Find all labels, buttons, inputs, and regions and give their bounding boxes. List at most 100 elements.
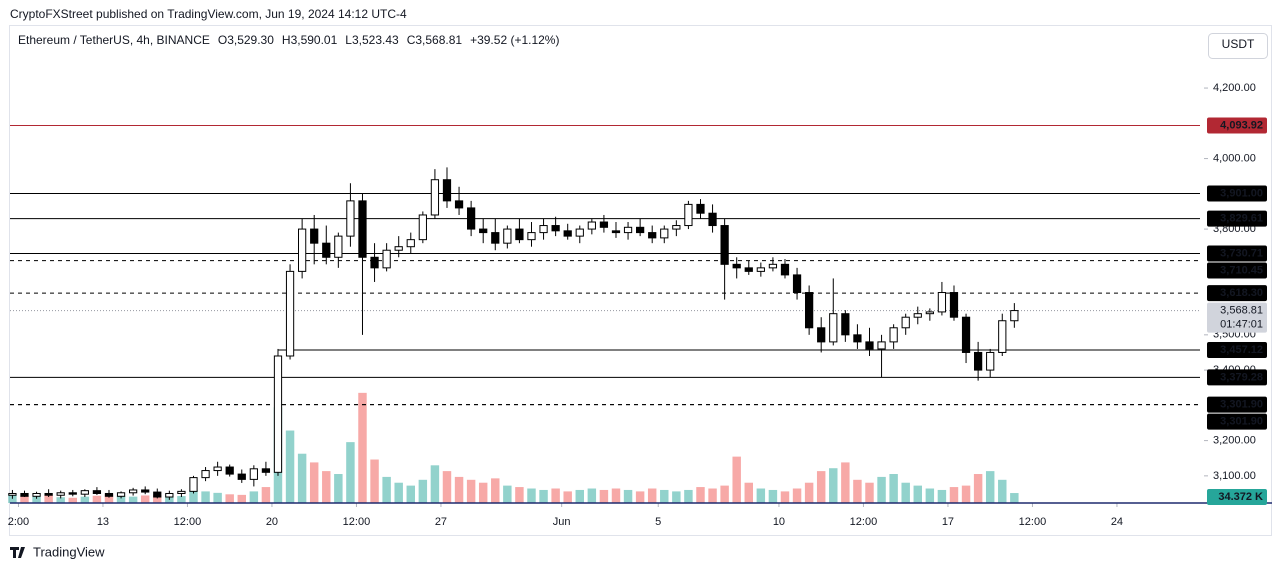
candle-body	[249, 468, 258, 480]
y-tick-label: 4,000.00	[1213, 152, 1256, 164]
candle-body	[225, 466, 234, 475]
volume-bar	[92, 495, 102, 503]
candle-body	[527, 232, 536, 241]
candle-body	[901, 316, 910, 329]
y-tick-label: 4,200.00	[1213, 82, 1256, 94]
candle-body	[865, 341, 874, 350]
level-label: 3,618.30	[1207, 285, 1267, 302]
candle-body	[322, 242, 331, 258]
candle-body	[539, 225, 548, 234]
candle-body	[454, 200, 464, 209]
candle-body	[394, 246, 403, 251]
candle-body	[623, 226, 633, 234]
ohlc-value: O3,529.30	[218, 33, 274, 47]
candle-body	[744, 267, 753, 272]
candle-body	[213, 466, 222, 472]
volume-bar	[442, 471, 452, 503]
volume-bar	[865, 482, 874, 503]
candle-body	[418, 214, 427, 241]
candle-body	[491, 232, 500, 244]
level-label-text: 3,301.90	[1220, 416, 1263, 428]
volume-bar	[901, 482, 910, 503]
x-tick-label: 24	[1111, 516, 1123, 528]
candle-body	[587, 221, 596, 230]
volume-bar	[249, 491, 259, 503]
volume-bar	[756, 488, 766, 503]
candle-body	[153, 491, 162, 498]
candle-body	[177, 490, 186, 494]
ohlc-value: H3,590.01	[282, 33, 338, 47]
y-tick-label: 3,200.00	[1213, 435, 1256, 447]
x-tick-label: 12:00	[850, 516, 878, 528]
candles	[8, 167, 1019, 500]
level-label: 3,710.45	[1207, 262, 1267, 279]
volume-bar	[454, 476, 464, 503]
volume-bar	[406, 485, 415, 503]
volume-bar	[1010, 493, 1019, 503]
volume-bar	[853, 479, 862, 503]
candle-body	[358, 200, 367, 258]
candle-body	[261, 468, 271, 473]
volume-bar	[358, 392, 367, 503]
candle-body	[877, 341, 886, 350]
candle-body	[841, 313, 850, 336]
y-tick-label: 3,100.00	[1213, 470, 1256, 482]
candle-body	[442, 179, 452, 202]
volume-bar	[720, 485, 729, 503]
candle-body	[768, 263, 778, 269]
candle-body	[430, 179, 440, 216]
candle-body	[817, 327, 826, 343]
candle-body	[503, 228, 512, 244]
symbol-legend: Ethereum / TetherUS, 4h, BINANCE O3,529.3…	[18, 33, 559, 47]
candle-body	[92, 490, 102, 494]
candle-body	[56, 492, 65, 496]
volume-bar	[563, 491, 572, 503]
volume-bar	[623, 489, 633, 503]
level-label: 3,901.00	[1207, 185, 1267, 202]
volume-bar	[684, 489, 693, 503]
volume-bar	[68, 497, 77, 503]
volume-bar	[599, 489, 609, 503]
levels	[10, 124, 1200, 406]
candle-body	[467, 207, 476, 230]
candle-body	[8, 492, 17, 496]
volume-bar	[672, 491, 681, 503]
countdown-text: 01:47:01	[1220, 318, 1263, 330]
candle-body	[961, 316, 971, 353]
volume-bar	[104, 494, 114, 503]
volume-bar	[225, 494, 234, 503]
footer: TradingView	[10, 544, 105, 559]
volume-bar	[744, 482, 753, 503]
volume-bar	[201, 491, 210, 503]
level-label-text: 3,829.61	[1220, 213, 1263, 225]
candle-body	[189, 477, 198, 492]
last-price-text: 3,568.81	[1220, 304, 1263, 316]
candle-body	[756, 267, 765, 272]
candle-body	[515, 228, 524, 241]
ohlc-value: L3,523.43	[345, 33, 399, 47]
currency-label[interactable]: USDT	[1222, 37, 1255, 51]
candle-body	[406, 239, 415, 248]
candle-body	[708, 212, 717, 227]
volume-bar	[889, 474, 898, 503]
volume-bar	[925, 488, 935, 503]
level-label: 3,379.28	[1207, 369, 1267, 386]
volume-bar	[841, 462, 850, 503]
x-tick-label: 12:00	[343, 516, 371, 528]
volume-bar	[515, 487, 524, 503]
candle-body	[104, 492, 114, 497]
volume-bar	[527, 488, 536, 503]
candle-body	[382, 249, 391, 269]
volume-bar	[44, 494, 53, 503]
candle-body	[116, 492, 126, 497]
candle-body	[575, 228, 584, 237]
x-tick-label: 12:00	[1019, 516, 1047, 528]
volume-bar	[575, 489, 584, 503]
volume-bar	[466, 479, 476, 503]
symbol-title: Ethereum / TetherUS, 4h, BINANCE	[18, 33, 210, 47]
volume-bar	[478, 482, 488, 503]
volume-bar	[973, 474, 983, 503]
volume-bars	[8, 392, 1019, 503]
candle-body	[684, 203, 693, 227]
